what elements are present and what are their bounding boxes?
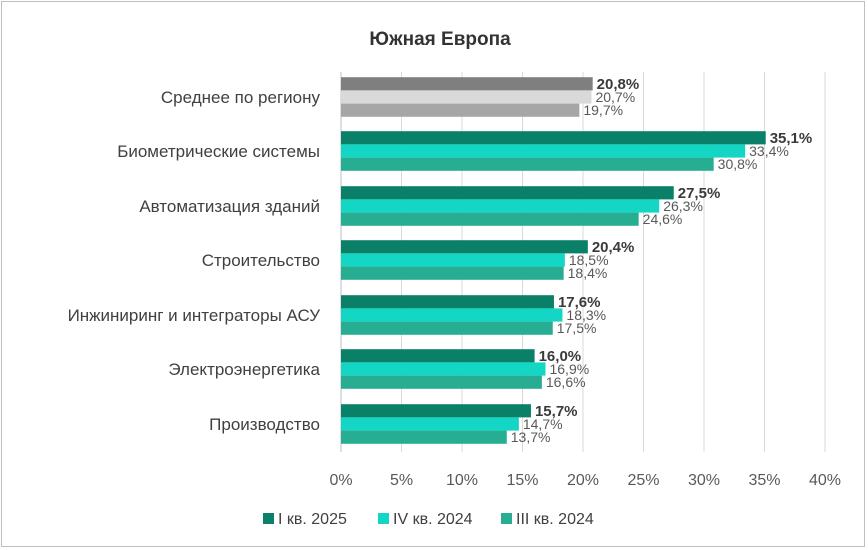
bar [341,253,565,267]
data-label: 16,0% [539,348,582,365]
category-label: Инжиниринг и интеграторы АСУ [68,306,321,325]
bar [341,375,542,389]
bar [341,417,519,431]
data-label: 18,3% [566,307,606,323]
bar [341,103,580,117]
data-label: 20,4% [592,239,635,256]
data-label: 18,4% [568,265,608,281]
data-label: 27,5% [678,185,721,202]
category-label: Автоматизация зданий [139,197,320,216]
bar [341,212,639,226]
x-tick-label: 10% [446,472,478,489]
x-tick-label: 30% [688,472,720,489]
data-label: 17,6% [558,294,601,311]
category-label: Производство [209,415,320,434]
bar [341,349,535,363]
bar [341,295,554,309]
bar [341,240,588,254]
x-tick-label: 35% [748,472,780,489]
data-label: 14,7% [523,416,563,432]
x-tick-label: 5% [390,472,413,489]
x-tick-label: 15% [506,472,538,489]
data-label: 13,7% [511,429,551,445]
bar [341,308,563,322]
data-label: 15,7% [535,403,578,420]
bar [341,404,531,418]
legend: I кв. 2025 IV кв. 2024 III кв. 2024 [263,511,594,528]
x-tick-label: 25% [627,472,659,489]
bar [341,77,593,91]
x-axis-ticks: 0% 5% 10% 15% 20% 25% 30% 35% 40% [329,472,841,489]
data-label: 24,6% [643,211,683,227]
legend-label: I кв. 2025 [278,511,347,528]
data-label: 18,5% [569,252,609,268]
bar [341,362,546,376]
legend-label: III кв. 2024 [516,511,594,528]
x-tick-label: 40% [809,472,841,489]
bar [341,199,660,213]
legend-swatch [501,513,512,524]
legend-label: IV кв. 2024 [393,511,473,528]
data-label: 19,7% [583,102,623,118]
category-label: Биометрические системы [117,142,320,161]
data-label: 16,6% [546,374,586,390]
category-label: Строительство [202,251,320,270]
data-label: 26,3% [663,198,703,214]
bar [341,131,766,145]
bar [341,144,746,158]
bar [341,186,674,200]
bar [341,266,564,280]
data-label: 17,5% [557,320,597,336]
legend-swatch [378,513,389,524]
legend-swatch [263,513,274,524]
category-label: Электроэнергетика [168,360,320,379]
x-tick-label: 20% [567,472,599,489]
data-label: 20,7% [595,89,635,105]
bar [341,321,553,335]
chart-title: Южная Европа [369,29,511,50]
bar [341,430,507,444]
data-label: 20,8% [597,76,640,93]
category-label: Среднее по региону [161,88,321,107]
data-label: 16,9% [549,361,589,377]
bar [341,157,714,171]
data-label: 30,8% [718,156,758,172]
category-labels: Среднее по региону Биометрические системы… [68,88,321,434]
data-label: 35,1% [770,130,813,147]
x-tick-label: 0% [329,472,352,489]
bars [341,77,766,444]
value-labels: 20,8%20,7%19,7% 35,1%33,4%30,8% 27,5%26,3%… [511,76,812,445]
data-label: 33,4% [749,143,789,159]
bar [341,90,592,104]
